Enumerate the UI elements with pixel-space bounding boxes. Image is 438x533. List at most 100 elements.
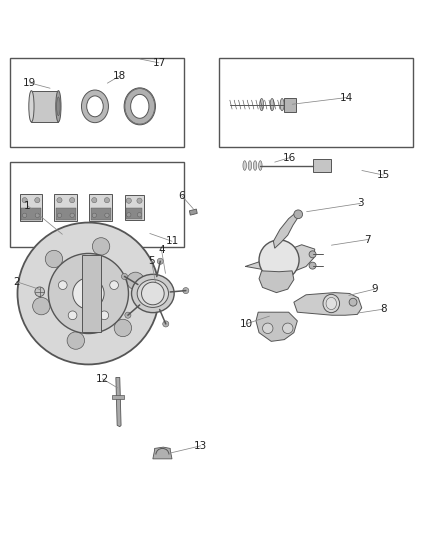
Circle shape [100,311,109,320]
Polygon shape [256,312,297,341]
Text: 14: 14 [339,93,353,103]
Circle shape [92,198,97,203]
Circle shape [18,223,159,365]
Circle shape [84,262,93,271]
Text: 15: 15 [377,170,390,180]
Text: 4: 4 [158,245,165,255]
Bar [32,91,58,122]
Ellipse shape [124,88,155,125]
Bar [20,194,42,221]
Polygon shape [259,271,294,293]
Circle shape [68,311,77,320]
Circle shape [35,213,39,217]
Text: 10: 10 [240,319,253,329]
Circle shape [138,213,141,217]
Ellipse shape [87,96,103,117]
Circle shape [349,298,357,306]
Circle shape [57,198,62,203]
Ellipse shape [253,161,257,171]
Ellipse shape [137,279,169,308]
Bar [313,159,331,172]
Circle shape [262,323,273,334]
Circle shape [114,319,131,337]
Circle shape [73,278,104,309]
Text: 17: 17 [152,58,166,68]
Circle shape [22,198,27,203]
Ellipse shape [326,297,336,310]
Circle shape [125,312,131,318]
Circle shape [294,210,303,219]
Text: 18: 18 [113,71,127,81]
Circle shape [92,238,110,255]
Circle shape [137,198,142,203]
Ellipse shape [131,274,174,313]
Circle shape [105,213,109,217]
Text: 11: 11 [166,236,179,246]
Text: 8: 8 [380,304,387,314]
Circle shape [141,282,164,305]
Polygon shape [116,377,121,426]
Circle shape [70,198,75,203]
Circle shape [127,272,144,289]
Circle shape [127,213,131,217]
Bar [82,255,101,332]
Ellipse shape [248,161,252,171]
Text: 6: 6 [179,191,185,201]
Bar [10,162,184,247]
Polygon shape [153,447,172,459]
Circle shape [283,323,293,334]
Polygon shape [189,209,197,215]
Bar [113,395,124,399]
Ellipse shape [56,91,61,122]
Circle shape [92,213,96,217]
Circle shape [309,251,316,258]
Bar [219,58,413,147]
Circle shape [35,287,45,296]
Ellipse shape [243,161,247,171]
Circle shape [121,273,127,279]
Text: 3: 3 [357,198,364,208]
Polygon shape [245,245,315,273]
Ellipse shape [57,97,60,116]
Circle shape [70,213,74,217]
Circle shape [45,251,63,268]
Circle shape [67,332,85,349]
Ellipse shape [131,94,149,118]
Circle shape [163,321,169,327]
Bar [56,208,76,220]
Text: 5: 5 [148,256,155,266]
Ellipse shape [81,90,109,123]
Circle shape [309,262,316,269]
Circle shape [33,297,50,315]
Text: 19: 19 [23,78,36,88]
Circle shape [157,258,163,264]
Circle shape [58,281,67,289]
Text: 16: 16 [283,152,296,163]
Polygon shape [273,212,300,248]
Polygon shape [294,293,362,315]
Bar [10,58,184,147]
Circle shape [35,198,40,203]
Bar [124,195,144,220]
Circle shape [183,288,189,294]
Bar [126,208,142,219]
Ellipse shape [270,99,274,111]
Ellipse shape [258,161,262,171]
Bar [89,194,112,221]
Circle shape [110,281,118,289]
Text: 2: 2 [13,277,20,287]
Text: 7: 7 [364,235,371,245]
Ellipse shape [260,99,264,111]
Text: 1: 1 [24,200,31,211]
Bar [21,208,41,220]
Circle shape [104,198,110,203]
Text: 12: 12 [96,374,109,384]
Circle shape [126,198,131,203]
Circle shape [48,254,128,334]
Ellipse shape [29,91,34,122]
Bar [91,208,111,220]
Circle shape [57,213,62,217]
Ellipse shape [280,99,284,111]
Text: 9: 9 [371,284,378,294]
Circle shape [22,213,27,217]
